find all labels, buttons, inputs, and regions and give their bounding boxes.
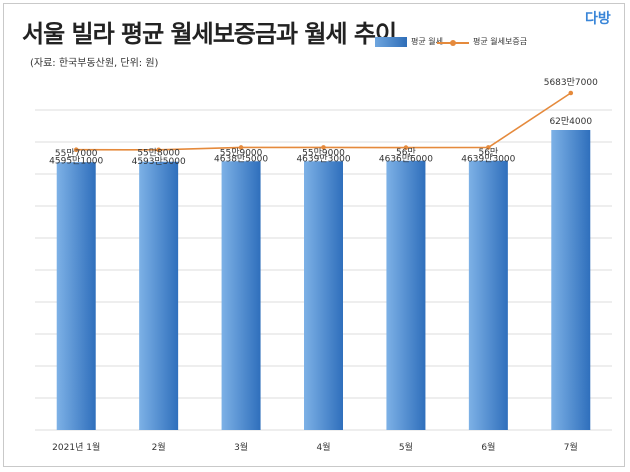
x-tick-label: 6월 [481,441,495,453]
x-tick-label: 2월 [152,441,166,453]
deposit-point [403,145,409,150]
deposit-point [156,147,161,153]
deposit-point [486,145,491,150]
legend-bar-label: 평균 월세 [411,37,443,46]
line-value-label: 4595만1000 [49,156,103,167]
bar-value-label: 55만7000 [55,148,98,159]
line-value-label: 5683만7000 [544,77,598,88]
chart-source-note: (자료: 한국부동산원, 단위: 원) [30,58,159,69]
bar-5 [386,160,426,430]
legend-line-swatch [437,37,469,47]
deposit-point [321,145,326,150]
bar-2 [139,161,179,430]
legend-item-bar: 평균 월세 [375,36,443,47]
bar-value-label: 62만4000 [549,116,592,127]
legend-item-line: 평균 월세보증금 [437,36,527,47]
deposit-point [568,90,574,96]
deposit-line [76,92,572,151]
bar-4 [304,161,343,430]
x-tick-label: 4월 [316,441,330,453]
legend-line-label: 평균 월세보증금 [473,37,528,46]
line-value-label: 4639만3000 [461,153,515,164]
x-tick-label: 2021년 1월 [52,441,100,453]
x-tick-label: 7월 [564,441,578,453]
bar-1 [56,162,96,430]
deposit-point [238,145,244,150]
bar-value-label: 56만 [396,147,416,158]
dabang-logo: 다방 [585,11,611,27]
bar-value-label: 56만 [478,147,498,158]
deposit-point [73,147,79,153]
bar-value-label: 55만9000 [302,147,345,158]
line-value-label: 4636만6000 [379,154,433,165]
bar-value-label: 55만9000 [220,147,263,158]
legend-bar-swatch [375,36,407,47]
x-tick-label: 5월 [399,441,413,453]
bar-value-label: 55만8000 [137,148,180,159]
bar-6 [468,160,508,430]
bar-7 [551,130,591,430]
x-tick-label: 3월 [234,441,248,453]
line-value-label: 4639만3000 [296,153,350,164]
line-value-label: 4593만5000 [132,156,186,167]
line-value-label: 4638만5000 [214,153,268,164]
chart-title: 서울 빌라 평균 월세보증금과 월세 추이 [22,20,397,48]
bar-3 [221,161,261,430]
